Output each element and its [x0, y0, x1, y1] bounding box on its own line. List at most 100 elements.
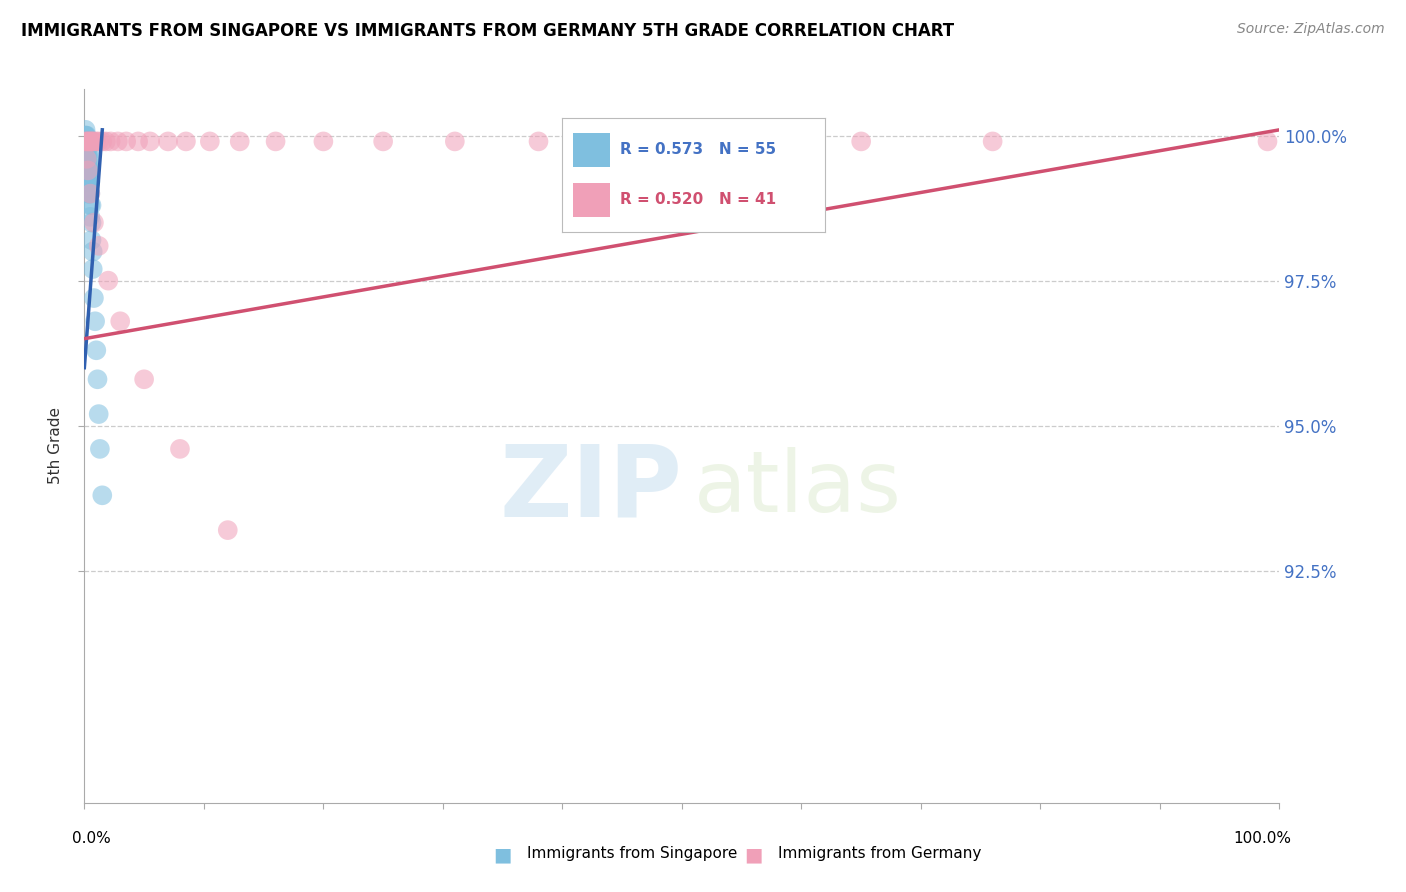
Point — [75, 128, 97, 143]
Point — [79, 186, 101, 201]
Point — [77, 163, 100, 178]
Y-axis label: 5th Grade: 5th Grade — [48, 408, 63, 484]
Text: atlas: atlas — [695, 447, 901, 531]
Point — [80, 233, 103, 247]
Point — [76, 163, 98, 178]
Point — [79, 186, 101, 201]
Point — [139, 135, 162, 149]
Text: ■: ■ — [494, 846, 512, 864]
Point — [86, 372, 108, 386]
Point — [89, 442, 111, 456]
Point — [444, 135, 467, 149]
Point — [527, 135, 550, 149]
Point — [87, 239, 110, 253]
Point — [77, 175, 100, 189]
Point — [157, 135, 180, 149]
Point — [75, 135, 97, 149]
Point — [127, 135, 149, 149]
Point — [77, 135, 100, 149]
Point — [851, 135, 873, 149]
Point — [82, 135, 104, 149]
Text: Immigrants from Germany: Immigrants from Germany — [778, 846, 981, 861]
Point — [75, 135, 97, 149]
Point — [77, 158, 100, 172]
Point — [77, 169, 100, 184]
Point — [75, 135, 97, 149]
Point — [76, 140, 98, 154]
Point — [76, 135, 98, 149]
Point — [86, 343, 108, 358]
Point — [110, 314, 132, 328]
Point — [87, 407, 110, 421]
Point — [373, 135, 395, 149]
Point — [76, 146, 98, 161]
Text: ■: ■ — [744, 846, 763, 864]
Point — [77, 146, 100, 161]
Point — [80, 216, 103, 230]
Point — [198, 135, 221, 149]
Point — [83, 135, 105, 149]
Point — [83, 291, 105, 305]
Point — [83, 216, 105, 230]
Point — [169, 442, 191, 456]
Point — [82, 262, 104, 277]
Point — [312, 135, 335, 149]
Point — [79, 198, 101, 212]
Point — [623, 135, 645, 149]
Point — [77, 181, 100, 195]
Point — [79, 175, 101, 189]
Point — [79, 163, 101, 178]
Point — [76, 135, 98, 149]
Point — [731, 135, 754, 149]
Text: 0.0%: 0.0% — [73, 831, 111, 847]
Point — [77, 152, 100, 166]
Point — [981, 135, 1004, 149]
Point — [76, 152, 98, 166]
Point — [79, 210, 101, 224]
Text: IMMIGRANTS FROM SINGAPORE VS IMMIGRANTS FROM GERMANY 5TH GRADE CORRELATION CHART: IMMIGRANTS FROM SINGAPORE VS IMMIGRANTS … — [21, 22, 955, 40]
Point — [91, 135, 114, 149]
Point — [229, 135, 252, 149]
Point — [86, 135, 108, 149]
Point — [77, 175, 100, 189]
Point — [79, 135, 101, 149]
Point — [77, 140, 100, 154]
Point — [100, 135, 122, 149]
Point — [77, 169, 100, 184]
Point — [75, 152, 97, 166]
Point — [76, 135, 98, 149]
Point — [264, 135, 287, 149]
Point — [77, 158, 100, 172]
Point — [77, 146, 100, 161]
Point — [77, 135, 100, 149]
Point — [84, 314, 107, 328]
Text: 100.0%: 100.0% — [1233, 831, 1292, 847]
Point — [94, 135, 117, 149]
Point — [75, 140, 97, 154]
Point — [107, 135, 129, 149]
Point — [76, 169, 98, 184]
Point — [77, 186, 100, 201]
Point — [76, 152, 98, 166]
Point — [76, 158, 98, 172]
Point — [97, 274, 120, 288]
Point — [82, 244, 104, 259]
Point — [87, 135, 110, 149]
Point — [217, 523, 239, 537]
Point — [174, 135, 197, 149]
Point — [75, 140, 97, 154]
Text: ZIP: ZIP — [499, 441, 682, 537]
Point — [77, 163, 100, 178]
Point — [115, 135, 138, 149]
Point — [91, 488, 114, 502]
Point — [80, 135, 103, 149]
Point — [77, 135, 100, 149]
Point — [77, 163, 100, 178]
Point — [76, 128, 98, 143]
Text: Source: ZipAtlas.com: Source: ZipAtlas.com — [1237, 22, 1385, 37]
Point — [75, 128, 97, 143]
Point — [1257, 135, 1279, 149]
Point — [75, 146, 97, 161]
Point — [75, 135, 97, 149]
Point — [77, 152, 100, 166]
